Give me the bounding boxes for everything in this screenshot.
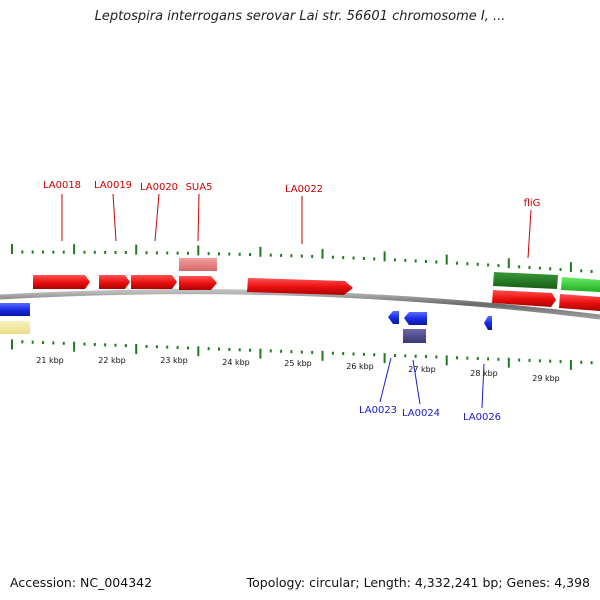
scale-label-23kbp: 23 kbp	[160, 356, 188, 365]
gene-left-other[interactable]	[0, 321, 30, 334]
scale-label-27kbp: 27 kbp	[408, 365, 436, 374]
forward-gene-labels: LA0018 LA0019 LA0020 SUA5 LA0022 fliG	[43, 180, 540, 209]
label-la0019[interactable]: LA0019	[94, 180, 132, 191]
reverse-genes	[0, 303, 492, 343]
gene-la0022[interactable]	[247, 278, 353, 295]
scale-labels: 21 kbp 22 kbp 23 kbp 24 kbp 25 kbp 26 kb…	[36, 356, 560, 383]
genome-summary-text: Topology: circular; Length: 4,332,241 bp…	[246, 575, 590, 590]
gene-la0023[interactable]	[388, 311, 399, 324]
gene-la0026[interactable]	[484, 316, 492, 330]
gene-la0024[interactable]	[404, 312, 427, 325]
label-sua5[interactable]: SUA5	[186, 182, 213, 193]
label-la0018[interactable]: LA0018	[43, 180, 81, 191]
gene-la0020[interactable]	[131, 275, 177, 289]
scale-label-25kbp: 25 kbp	[284, 359, 312, 368]
gene-flig-cds[interactable]	[492, 290, 556, 307]
scale-label-22kbp: 22 kbp	[98, 356, 126, 365]
gene-sua5[interactable]	[179, 276, 217, 290]
upper-tick-row	[11, 244, 593, 273]
label-la0020[interactable]: LA0020	[140, 182, 178, 193]
gene-next-cds[interactable]	[559, 294, 600, 311]
gene-left-reverse[interactable]	[0, 303, 30, 316]
accession-text: Accession: NC_004342	[10, 575, 153, 590]
gene-sua5-related[interactable]	[179, 258, 217, 271]
label-la0023[interactable]: LA0023	[359, 405, 397, 416]
gene-next[interactable]	[561, 277, 600, 292]
gene-la0019[interactable]	[99, 275, 130, 289]
gene-la0018[interactable]	[33, 275, 90, 289]
label-la0024[interactable]: LA0024	[402, 408, 440, 419]
scale-label-28kbp: 28 kbp	[470, 369, 498, 378]
scale-label-24kbp: 24 kbp	[222, 358, 250, 367]
scale-label-21kbp: 21 kbp	[36, 356, 64, 365]
scale-label-26kbp: 26 kbp	[346, 362, 374, 371]
scale-label-29kbp: 29 kbp	[532, 374, 560, 383]
label-leader-lines	[61, 193, 532, 409]
gene-flig[interactable]	[493, 272, 558, 289]
gene-la0024-related[interactable]	[403, 329, 426, 343]
reverse-gene-labels: LA0023 LA0024 LA0026	[359, 405, 501, 423]
forward-genes	[33, 258, 600, 311]
map-title: Leptospira interrogans serovar Lai str. …	[94, 9, 506, 24]
label-flig[interactable]: fliG	[524, 198, 541, 209]
label-la0022[interactable]: LA0022	[285, 184, 323, 195]
label-la0026[interactable]: LA0026	[463, 412, 501, 423]
lower-tick-row	[11, 339, 593, 370]
